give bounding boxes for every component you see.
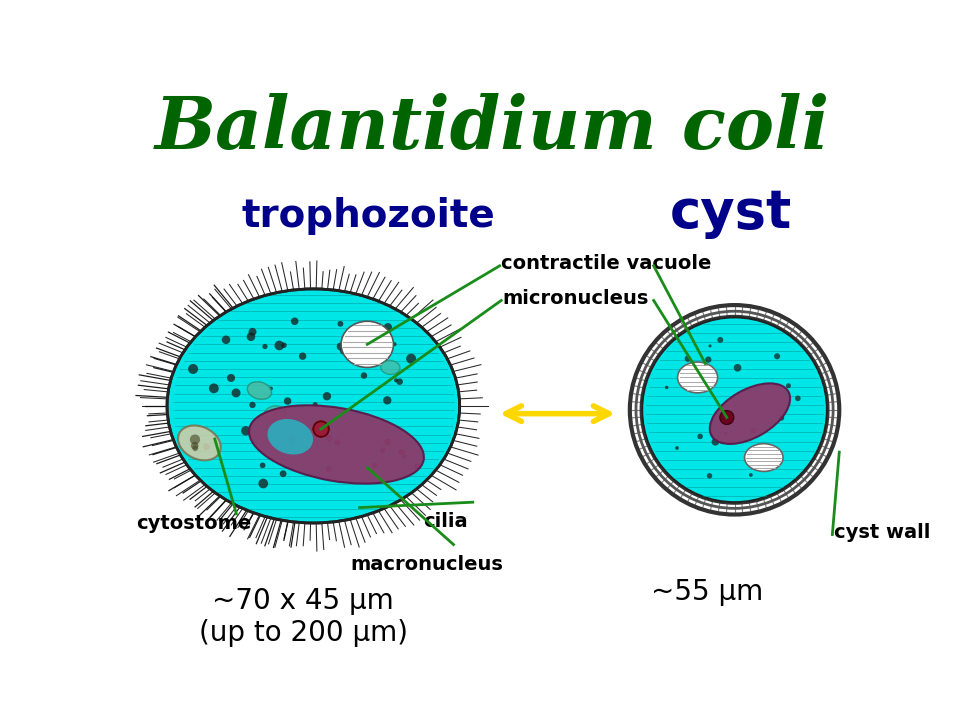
Circle shape [402,454,407,459]
Circle shape [250,402,255,408]
Circle shape [275,341,284,351]
Text: micronucleus: micronucleus [503,289,649,307]
Circle shape [340,346,348,355]
Circle shape [247,333,255,341]
Circle shape [249,328,256,336]
Ellipse shape [678,362,718,393]
Circle shape [665,386,668,390]
Circle shape [372,462,378,468]
Circle shape [227,374,235,382]
Circle shape [751,428,756,434]
Circle shape [279,470,286,477]
Text: cytostome: cytostome [136,514,252,534]
Circle shape [284,397,291,405]
Circle shape [711,438,719,446]
Text: cyst: cyst [670,187,792,240]
Circle shape [313,421,328,437]
Circle shape [313,402,318,407]
Circle shape [724,432,728,436]
Circle shape [291,318,299,325]
Ellipse shape [341,321,394,367]
Ellipse shape [178,426,221,460]
Circle shape [384,438,391,446]
Ellipse shape [167,289,460,523]
Circle shape [241,426,251,436]
Circle shape [393,342,396,346]
Circle shape [222,336,230,344]
Text: trophozoite: trophozoite [242,197,495,235]
Ellipse shape [249,405,424,484]
Circle shape [717,337,723,343]
Circle shape [260,462,266,468]
Circle shape [710,375,713,379]
Circle shape [192,445,198,451]
Ellipse shape [381,361,400,374]
Circle shape [774,354,780,359]
FancyArrowPatch shape [506,406,609,421]
Circle shape [385,334,389,338]
Circle shape [398,449,404,455]
Circle shape [281,343,287,348]
Circle shape [288,436,296,444]
Circle shape [358,356,367,366]
Text: ~70 x 45 μm
(up to 200 μm): ~70 x 45 μm (up to 200 μm) [199,587,408,647]
Ellipse shape [709,383,790,444]
Circle shape [406,354,416,364]
Ellipse shape [745,444,783,472]
Circle shape [325,435,332,441]
Circle shape [733,364,741,372]
Text: contractile vacuole: contractile vacuole [501,254,711,273]
Circle shape [338,321,344,327]
Circle shape [313,421,328,437]
Circle shape [706,356,711,363]
Ellipse shape [248,382,272,400]
Circle shape [380,447,386,453]
Circle shape [383,396,392,405]
Circle shape [190,434,200,445]
Circle shape [203,444,209,450]
Circle shape [361,372,367,379]
Text: ~55 μm: ~55 μm [652,577,764,606]
Circle shape [396,379,403,385]
Circle shape [191,442,199,449]
Circle shape [415,464,420,469]
Circle shape [720,410,733,424]
Circle shape [707,473,712,479]
Circle shape [337,343,345,351]
Circle shape [209,384,219,393]
Circle shape [779,415,784,420]
Ellipse shape [268,419,313,454]
Text: cyst wall: cyst wall [834,523,930,542]
Circle shape [630,305,839,515]
Circle shape [749,473,753,477]
Text: cilia: cilia [423,512,468,531]
Circle shape [795,395,801,401]
Circle shape [231,389,241,397]
Text: Balantidium coli: Balantidium coli [155,94,829,164]
Circle shape [323,392,331,400]
Circle shape [384,323,392,331]
Circle shape [262,344,268,349]
Circle shape [299,353,306,360]
Text: macronucleus: macronucleus [350,554,503,574]
Circle shape [325,466,332,472]
Circle shape [675,446,679,450]
Circle shape [684,356,691,362]
Circle shape [269,387,273,390]
Circle shape [697,433,703,439]
Circle shape [708,344,711,348]
Circle shape [188,364,198,374]
Circle shape [394,378,398,382]
Circle shape [786,383,791,388]
Circle shape [642,318,827,502]
Ellipse shape [264,406,285,421]
Circle shape [375,348,381,354]
Circle shape [335,439,341,446]
Circle shape [258,479,268,488]
